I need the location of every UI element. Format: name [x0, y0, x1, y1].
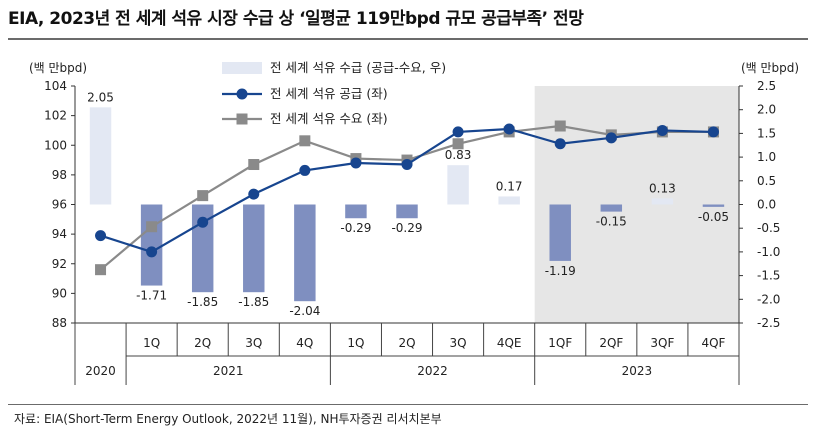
right-axis-tick-label: 2.5	[757, 79, 776, 93]
left-axis-tick-label: 94	[52, 227, 67, 241]
x-axis-category-label: 3QF	[650, 336, 674, 350]
supply-marker	[554, 138, 566, 150]
legend-bar-swatch	[222, 62, 262, 74]
x-axis-category-label: 1Q	[347, 336, 364, 350]
chart-title: EIA, 2023년 전 세계 석유 시장 수급 상 ‘일평균 119만bpd …	[8, 9, 584, 29]
legend-supply-marker	[236, 88, 248, 100]
legend-demand-marker	[236, 113, 248, 125]
x-axis-category-label: 1Q	[143, 336, 160, 350]
supply-marker	[95, 230, 107, 242]
left-axis-tick-label: 90	[52, 286, 67, 300]
left-axis-tick-label: 88	[52, 316, 67, 330]
left-axis-tick-label: 100	[44, 138, 67, 152]
x-axis-category-label: 4QF	[701, 336, 725, 350]
supply-marker	[401, 159, 413, 171]
right-axis-tick-label: 0.5	[757, 174, 776, 188]
legend-label-supply: 전 세계 석유 공급 (좌)	[270, 86, 388, 101]
right-axis-unit: (백 만bpd)	[741, 61, 799, 75]
x-axis-category-label: 4QE	[497, 336, 522, 350]
bar-supply-demand-gap	[600, 204, 623, 212]
supply-marker	[350, 157, 362, 169]
supply-marker	[197, 216, 209, 228]
supply-marker	[146, 246, 158, 258]
source-rule	[8, 404, 808, 405]
x-axis-category-label: 2QF	[599, 336, 623, 350]
demand-marker	[197, 190, 209, 202]
demand-marker	[554, 120, 566, 132]
right-axis-tick-label: 0.0	[757, 198, 776, 212]
supply-marker	[656, 124, 668, 136]
left-axis-tick-label: 102	[44, 109, 67, 123]
right-axis-tick-label: -2.0	[757, 292, 780, 306]
bar-data-label: 0.17	[496, 179, 523, 193]
right-axis-tick-label: -1.0	[757, 245, 780, 259]
x-axis-category-label: 3Q	[450, 336, 467, 350]
bar-data-label: -1.19	[545, 264, 576, 278]
bar-supply-demand-gap	[702, 204, 725, 207]
bar-supply-demand-gap	[345, 204, 367, 219]
left-axis-tick-label: 98	[52, 168, 67, 182]
right-axis-tick-label: 1.5	[757, 126, 776, 140]
right-axis-tick-label: 2.0	[757, 103, 776, 117]
right-axis-tick-label: -1.5	[757, 269, 780, 283]
bar-data-label: 0.83	[445, 148, 472, 162]
demand-marker	[299, 135, 311, 147]
left-axis-tick-label: 92	[52, 257, 67, 271]
left-axis-tick-label: 104	[44, 79, 67, 93]
bar-supply-demand-gap	[498, 196, 520, 205]
x-axis-category-label: 2Q	[398, 336, 415, 350]
bar-supply-demand-gap	[243, 204, 265, 293]
bar-supply-demand-gap	[140, 204, 163, 286]
supply-marker	[503, 123, 515, 135]
bar-supply-demand-gap	[294, 204, 316, 302]
left-axis-tick-label: 96	[52, 198, 67, 212]
right-axis-tick-label: -0.5	[757, 221, 780, 235]
right-axis-tick-label: -2.5	[757, 316, 780, 330]
bar-data-label: -0.05	[698, 210, 729, 224]
bar-supply-demand-gap	[89, 107, 112, 205]
demand-marker	[248, 159, 260, 171]
x-axis-year-label: 2020	[85, 364, 116, 378]
demand-marker	[95, 264, 107, 276]
supply-marker	[248, 188, 260, 200]
bar-supply-demand-gap	[396, 204, 418, 219]
x-axis-category-label: 3Q	[245, 336, 262, 350]
demand-marker	[146, 221, 158, 233]
bar-data-label: -0.29	[391, 221, 422, 235]
x-axis-year-label: 2021	[213, 364, 244, 378]
bar-data-label: -0.29	[340, 221, 371, 235]
bar-data-label: -0.15	[596, 215, 627, 229]
title-rule	[8, 38, 808, 40]
bar-data-label: -1.85	[187, 295, 218, 309]
bar-data-label: 0.13	[649, 181, 676, 195]
x-axis-year-label: 2022	[417, 364, 448, 378]
bar-data-label: -2.04	[289, 304, 320, 318]
supply-marker	[707, 126, 719, 138]
x-axis-category-label: 4Q	[296, 336, 313, 350]
x-axis-category-label: 2Q	[194, 336, 211, 350]
supply-marker	[605, 132, 617, 144]
bar-supply-demand-gap	[651, 198, 674, 205]
left-axis-unit: (백 만bpd)	[29, 61, 87, 75]
right-axis-tick-label: 1.0	[757, 150, 776, 164]
bar-data-label: 2.05	[87, 90, 114, 104]
bar-supply-demand-gap	[549, 204, 571, 261]
demand-marker	[452, 138, 464, 150]
legend-label-gap: 전 세계 석유 수급 (공급-수요, 우)	[270, 60, 446, 75]
bar-data-label: -1.71	[136, 289, 167, 303]
bar-data-label: -1.85	[238, 295, 269, 309]
bar-supply-demand-gap	[447, 165, 469, 205]
x-axis-year-label: 2023	[622, 364, 653, 378]
source-note: 자료: EIA(Short-Term Energy Outlook, 2022년…	[14, 412, 442, 426]
legend-label-demand: 전 세계 석유 수요 (좌)	[270, 111, 388, 126]
supply-marker	[299, 164, 311, 176]
x-axis-category-label: 1QF	[548, 336, 572, 350]
supply-marker	[452, 126, 464, 138]
